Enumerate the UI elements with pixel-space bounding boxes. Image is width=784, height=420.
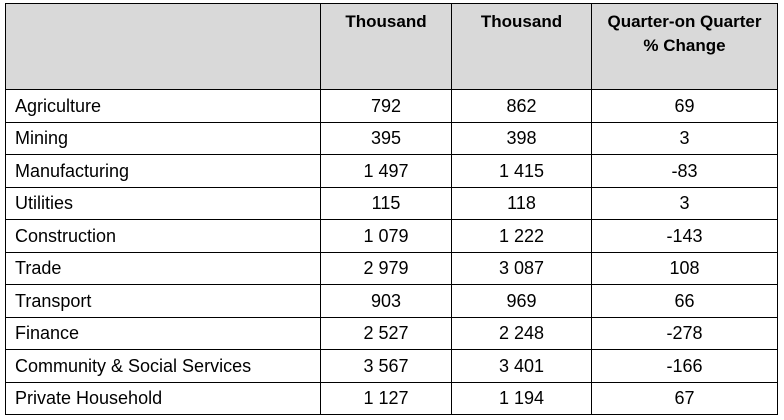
header-sector — [5, 3, 321, 90]
thousand-1-cell: 1 079 — [320, 219, 452, 253]
thousand-1-cell: 2 527 — [320, 316, 452, 350]
sector-cell: Community & Social Services — [5, 349, 321, 383]
header-qoq-change: Quarter-on Quarter % Change — [591, 3, 778, 90]
thousand-2-cell: 2 248 — [451, 316, 592, 350]
qoq-change-cell: 108 — [591, 251, 778, 285]
thousand-1-cell: 115 — [320, 186, 452, 220]
table-row: Trade 2 979 3 087 108 — [5, 251, 778, 285]
header-thousand-2: Thousand — [451, 3, 592, 90]
thousand-1-cell: 903 — [320, 284, 452, 318]
qoq-change-cell: -166 — [591, 349, 778, 383]
thousand-2-cell: 118 — [451, 186, 592, 220]
thousand-2-cell: 1 415 — [451, 154, 592, 188]
sector-cell: Mining — [5, 121, 321, 155]
thousand-2-cell: 3 087 — [451, 251, 592, 285]
thousand-2-cell: 398 — [451, 121, 592, 155]
table-row: Transport 903 969 66 — [5, 284, 778, 318]
table-row: Agriculture 792 862 69 — [5, 89, 778, 123]
header-row: Thousand Thousand Quarter-on Quarter % C… — [5, 3, 778, 90]
header-thousand-1: Thousand — [320, 3, 452, 90]
qoq-change-cell: 3 — [591, 121, 778, 155]
sector-cell: Manufacturing — [5, 154, 321, 188]
thousand-1-cell: 1 127 — [320, 381, 452, 415]
thousand-2-cell: 1 194 — [451, 381, 592, 415]
qoq-change-cell: 67 — [591, 381, 778, 415]
table-row: Mining 395 398 3 — [5, 121, 778, 155]
thousand-2-cell: 862 — [451, 89, 592, 123]
qoq-change-cell: 3 — [591, 186, 778, 220]
table-row: Manufacturing 1 497 1 415 -83 — [5, 154, 778, 188]
table-row: Finance 2 527 2 248 -278 — [5, 316, 778, 350]
sector-cell: Private Household — [5, 381, 321, 415]
employment-table-container: Thousand Thousand Quarter-on Quarter % C… — [5, 3, 778, 415]
table-row: Construction 1 079 1 222 -143 — [5, 219, 778, 253]
qoq-change-cell: 66 — [591, 284, 778, 318]
thousand-1-cell: 792 — [320, 89, 452, 123]
sector-cell: Construction — [5, 219, 321, 253]
sector-cell: Agriculture — [5, 89, 321, 123]
table-row: Utilities 115 118 3 — [5, 186, 778, 220]
sector-cell: Finance — [5, 316, 321, 350]
table-row: Community & Social Services 3 567 3 401 -16… — [5, 349, 778, 383]
qoq-change-cell: -278 — [591, 316, 778, 350]
sector-cell: Utilities — [5, 186, 321, 220]
table-row: Private Household 1 127 1 194 67 — [5, 381, 778, 415]
thousand-2-cell: 1 222 — [451, 219, 592, 253]
thousand-1-cell: 1 497 — [320, 154, 452, 188]
employment-by-sector-table: Thousand Thousand Quarter-on Quarter % C… — [5, 3, 778, 415]
thousand-2-cell: 969 — [451, 284, 592, 318]
qoq-change-cell: 69 — [591, 89, 778, 123]
sector-cell: Trade — [5, 251, 321, 285]
thousand-1-cell: 2 979 — [320, 251, 452, 285]
thousand-1-cell: 395 — [320, 121, 452, 155]
qoq-change-cell: -83 — [591, 154, 778, 188]
sector-cell: Transport — [5, 284, 321, 318]
thousand-2-cell: 3 401 — [451, 349, 592, 383]
qoq-change-cell: -143 — [591, 219, 778, 253]
thousand-1-cell: 3 567 — [320, 349, 452, 383]
